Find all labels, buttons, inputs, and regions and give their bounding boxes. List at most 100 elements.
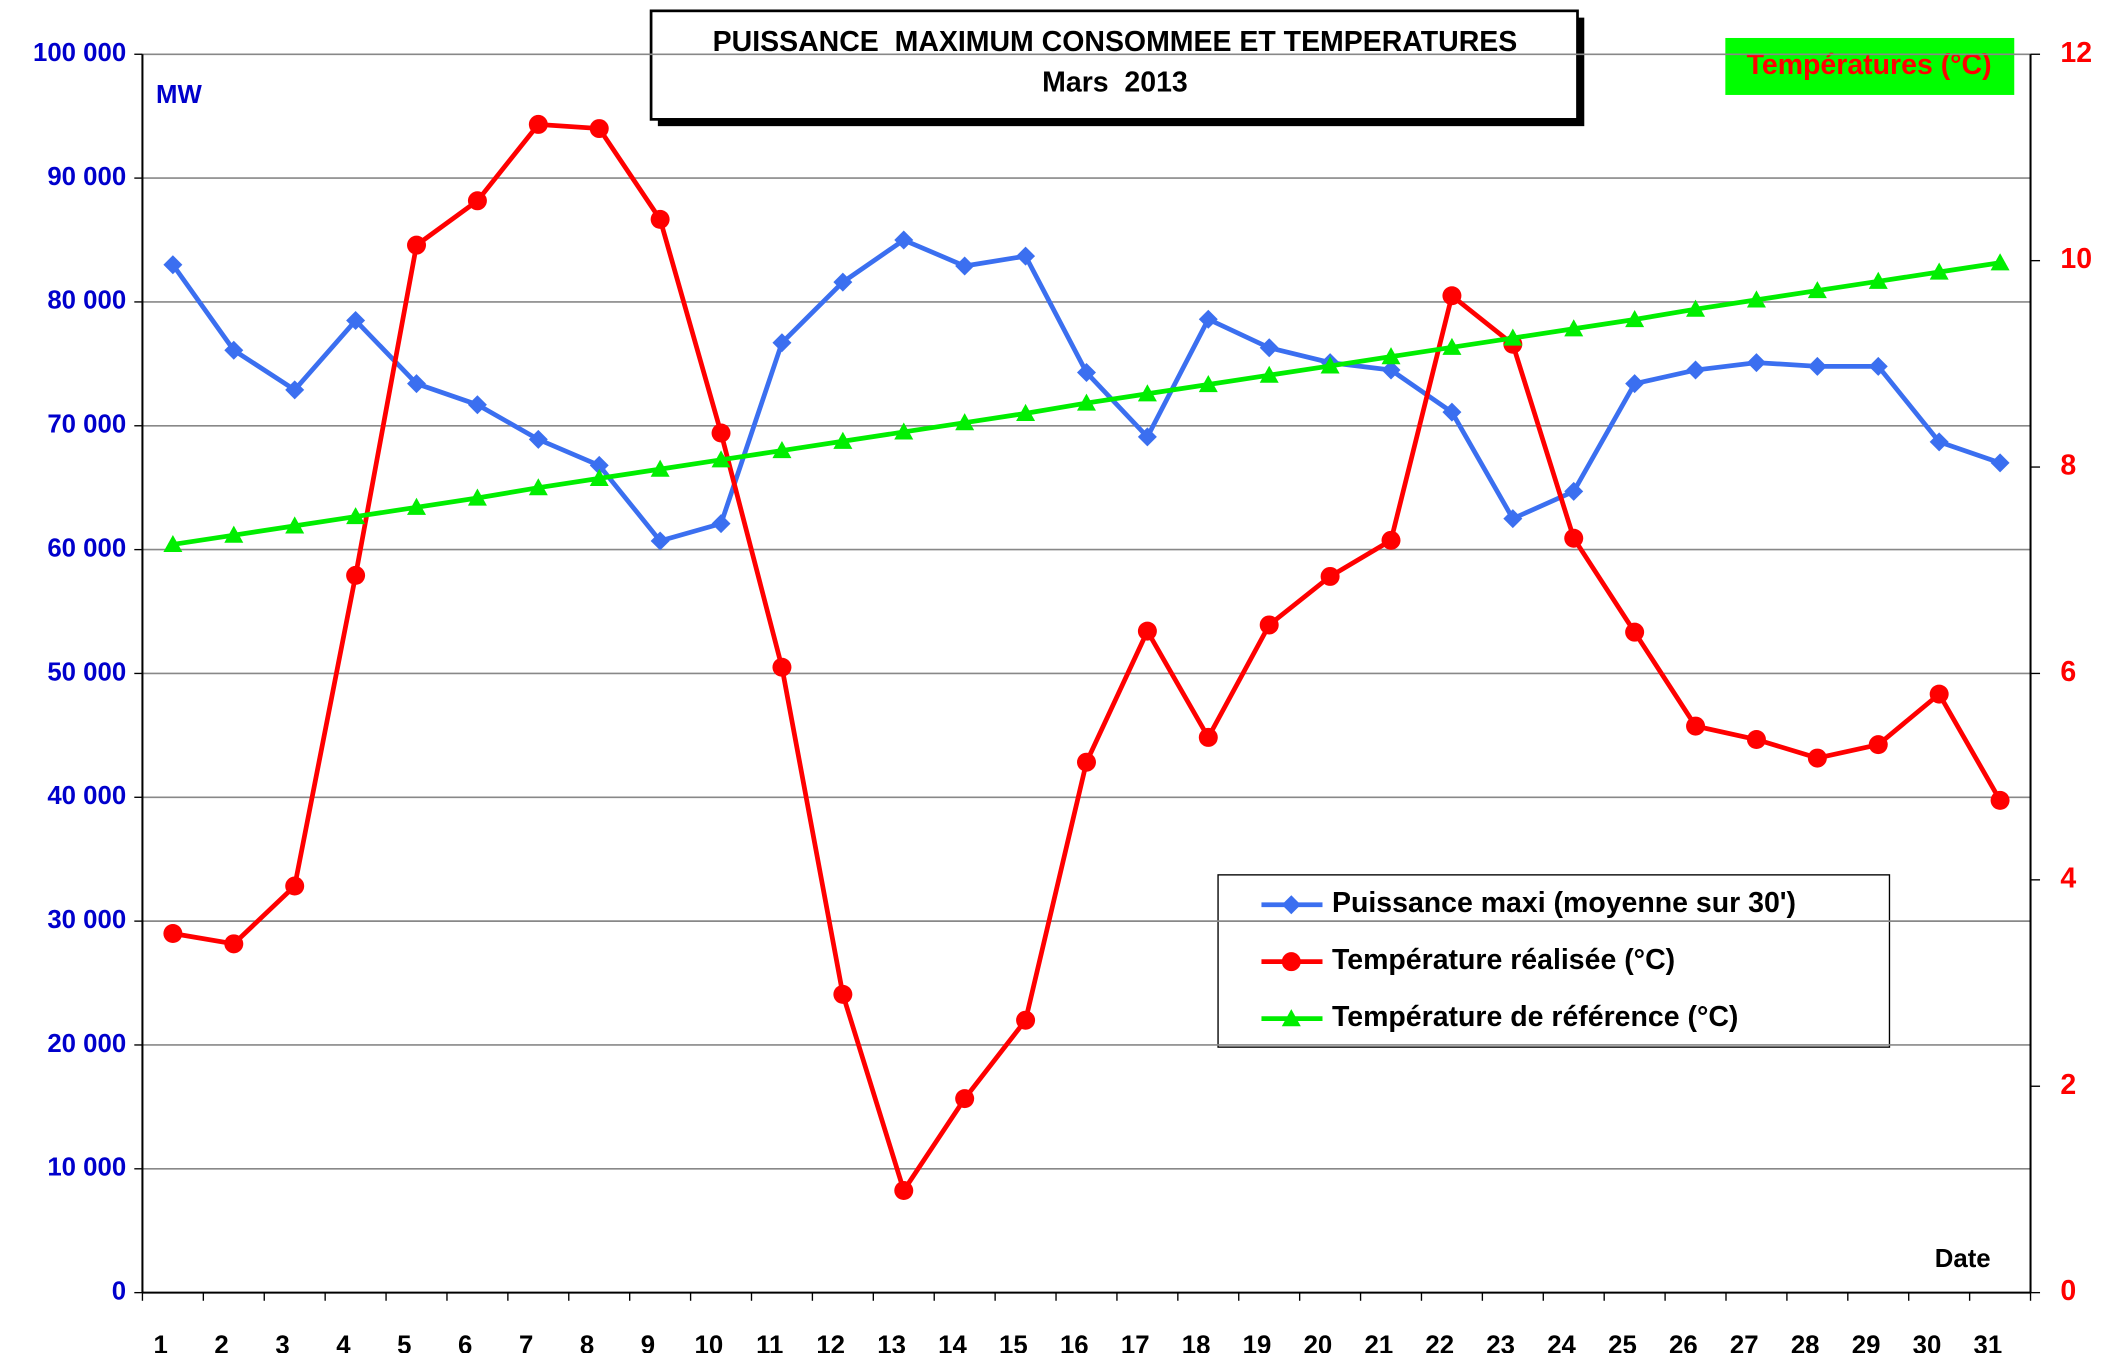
data-point [1503,509,1523,529]
data-point [285,876,305,896]
data-point [772,333,792,353]
data-point [1381,530,1401,550]
data-point [1625,309,1645,328]
data-point [467,395,487,415]
x-tick-label: 9 [641,1332,655,1353]
data-point [224,934,244,954]
data-point [894,1180,914,1200]
x-tick-label: 23 [1486,1332,1515,1353]
x-tick-label: 21 [1364,1332,1393,1353]
data-point [1564,528,1584,548]
data-point [1016,403,1036,421]
data-point [467,488,487,506]
y2-tick-label: 0 [2060,1275,2076,1307]
data-point [833,272,853,292]
data-point [1990,790,2010,810]
data-point [1198,309,1218,329]
x-tick-label: 10 [695,1332,724,1353]
data-point [1807,748,1827,768]
data-point [407,374,427,394]
y2-tick-label: 8 [2060,450,2076,482]
title-box [649,9,1579,121]
legend-label: Puissance maxi (moyenne sur 30') [1332,887,1796,919]
y-tick-label: 80 000 [47,287,126,315]
y-tick-label: 90 000 [47,163,126,191]
chart-subtitle: Mars 2013 [1042,67,1188,99]
data-point [163,534,183,553]
data-point [1381,347,1401,365]
data-point [711,450,731,468]
data-point [1259,338,1279,358]
data-point [1807,356,1827,376]
x-tick-label: 27 [1730,1332,1759,1353]
data-point [1442,286,1462,306]
y2-label-box [1725,37,2015,95]
data-point [955,413,975,431]
x-tick-label: 26 [1669,1332,1698,1353]
y2-tick-label: 2 [2060,1069,2076,1101]
x-tick-label: 25 [1608,1332,1637,1353]
data-point [955,1089,975,1109]
data-point [1442,337,1462,355]
data-point [467,191,487,211]
data-point [589,119,609,139]
series-line [170,237,2001,544]
data-point [346,565,366,585]
data-point [1198,727,1218,747]
x-tick-label: 13 [877,1332,906,1353]
data-point [589,455,609,475]
data-point [1259,615,1279,635]
y-tick-label: 0 [112,1277,126,1305]
y-tick-label: 70 000 [47,411,126,439]
y-tick-label: 20 000 [47,1030,126,1058]
data-point [1746,730,1766,749]
x-tick-label: 4 [336,1332,351,1353]
legend-marker [1281,952,1301,972]
data-point [1929,432,1949,452]
data-point [1746,353,1766,373]
legend-label: Température réalisée (°C) [1332,944,1675,976]
data-point [1686,299,1706,317]
data-point [1990,453,2010,473]
data-point [1076,363,1096,383]
x-tick-label: 22 [1425,1332,1454,1353]
x-tick-label: 1 [154,1332,168,1353]
data-point [650,459,670,477]
data-point [589,468,609,486]
data-point [1564,319,1584,337]
data-point [528,429,548,449]
data-point [1137,621,1157,641]
data-point [285,516,305,534]
x-tick-label: 28 [1791,1332,1820,1353]
data-point [1625,374,1645,394]
x-axis-label: Date [1935,1245,1991,1273]
data-point [528,478,548,496]
x-tick-label: 11 [756,1332,783,1353]
data-point [346,311,366,331]
x-tick-label: 8 [580,1332,594,1353]
data-point [894,422,914,440]
data-point [1198,374,1218,393]
data-point [407,235,427,255]
data-point [285,380,305,400]
data-point [163,924,183,944]
data-point [833,984,853,1004]
data-point [224,525,244,543]
x-tick-label: 15 [999,1332,1028,1353]
data-point [1320,356,1340,374]
x-tick-label: 20 [1304,1332,1333,1353]
data-point [1929,262,1949,280]
y-tick-label: 30 000 [47,906,126,934]
x-tick-label: 24 [1547,1332,1576,1353]
x-tick-label: 17 [1121,1332,1150,1353]
data-point [1625,622,1645,642]
chart-title: PUISSANCE MAXIMUM CONSOMMEE ET TEMPERATU… [713,26,1518,58]
y-tick-label: 10 000 [47,1154,126,1182]
data-point [1686,716,1706,736]
x-tick-label: 6 [458,1332,472,1353]
y2-tick-label: 4 [2060,862,2076,894]
data-point [894,230,914,250]
data-point [1442,402,1462,422]
data-point [1503,328,1523,346]
